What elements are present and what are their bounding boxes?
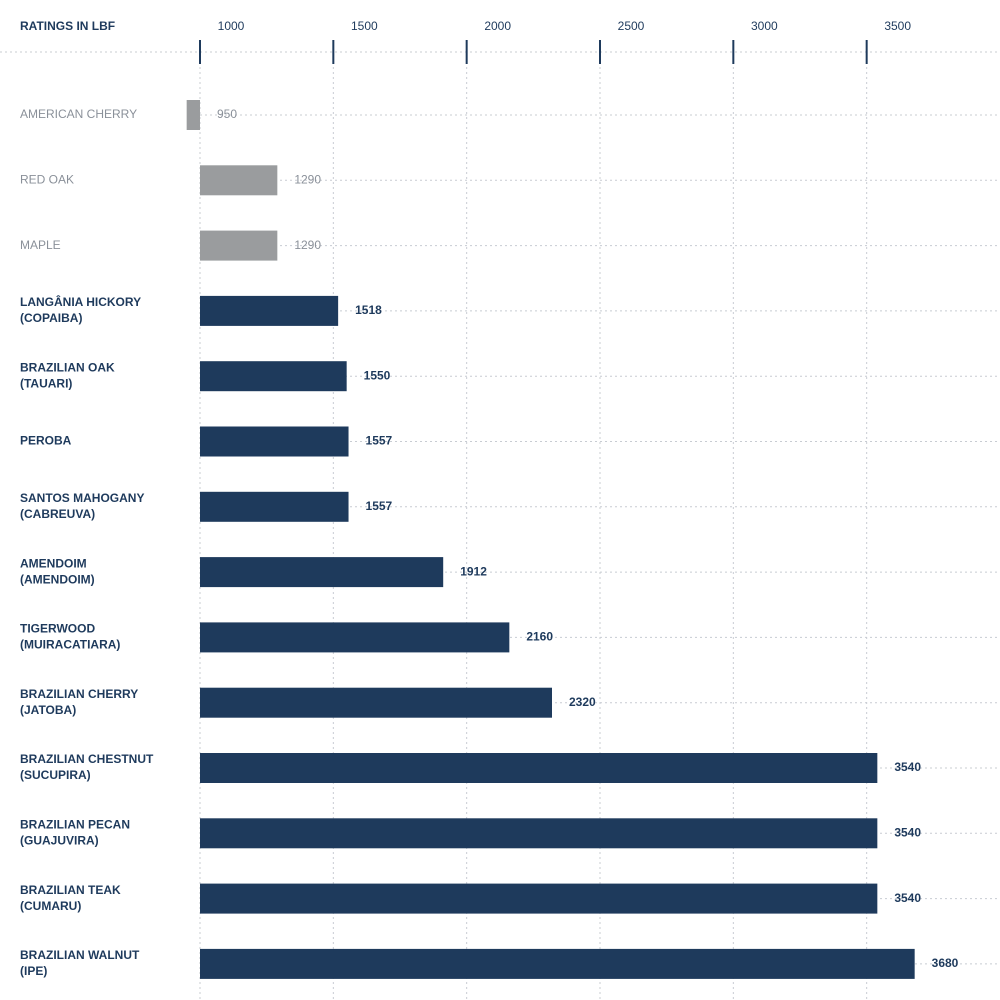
category-label: RED OAK	[20, 172, 74, 186]
bar	[200, 948, 915, 979]
bar	[186, 100, 200, 130]
category-label: (SUCUPIRA)	[20, 768, 91, 782]
category-label: (JATOBA)	[20, 703, 76, 717]
chart-title: RATINGS IN LBF	[20, 19, 115, 33]
value-label: 950	[217, 107, 237, 121]
bar	[200, 295, 339, 326]
bar	[200, 622, 510, 653]
category-label: MAPLE	[20, 238, 61, 252]
category-label: SANTOS MAHOGANY	[20, 491, 144, 505]
bar	[200, 818, 878, 849]
value-label: 3540	[894, 825, 921, 839]
value-label: 1290	[294, 238, 321, 252]
bar	[200, 687, 552, 718]
category-label: BRAZILIAN OAK	[20, 360, 115, 374]
value-label: 3680	[932, 956, 959, 970]
value-label: 1912	[460, 564, 487, 578]
value-label: 3540	[894, 760, 921, 774]
x-tick-label: 3500	[884, 19, 911, 33]
bar	[200, 230, 278, 261]
bar	[200, 753, 878, 783]
category-label: (TAUARI)	[20, 376, 72, 390]
category-label: TIGERWOOD	[20, 622, 95, 636]
bar	[200, 361, 347, 392]
category-label: AMENDOIM	[20, 556, 87, 570]
value-label: 2320	[569, 695, 596, 709]
x-tick-label: 3000	[751, 19, 778, 33]
category-label: (COPAIBA)	[20, 311, 82, 325]
category-label: BRAZILIAN WALNUT	[20, 948, 140, 962]
x-tick-label: 1500	[351, 19, 378, 33]
x-tick-label: 1000	[218, 19, 245, 33]
bar	[200, 557, 444, 588]
category-label: PEROBA	[20, 434, 72, 448]
bar	[200, 491, 349, 522]
category-label: BRAZILIAN CHERRY	[20, 687, 138, 701]
category-label: BRAZILIAN CHESTNUT	[20, 752, 154, 766]
x-tick-label: 2000	[484, 19, 511, 33]
category-label: (CUMARU)	[20, 899, 81, 913]
value-label: 3540	[894, 891, 921, 905]
value-label: 1557	[366, 434, 393, 448]
bar	[200, 883, 878, 914]
value-label: 1518	[355, 303, 382, 317]
category-label: (AMENDOIM)	[20, 572, 95, 586]
x-tick-label: 2500	[618, 19, 645, 33]
bar	[200, 165, 278, 196]
value-label: 2160	[526, 630, 553, 644]
category-label: (IPE)	[20, 964, 47, 978]
category-label: (GUAJUVIRA)	[20, 833, 99, 847]
value-label: 1557	[366, 499, 393, 513]
bar	[200, 426, 349, 457]
category-label: BRAZILIAN TEAK	[20, 883, 121, 897]
value-label: 1550	[364, 368, 391, 382]
value-label: 1290	[294, 172, 321, 186]
category-label: BRAZILIAN PECAN	[20, 817, 130, 831]
category-label: (CABREUVA)	[20, 507, 95, 521]
category-label: LANGÂNIA HICKORY	[20, 294, 141, 309]
category-label: AMERICAN CHERRY	[20, 107, 137, 121]
category-label: (MUIRACATIARA)	[20, 638, 120, 652]
